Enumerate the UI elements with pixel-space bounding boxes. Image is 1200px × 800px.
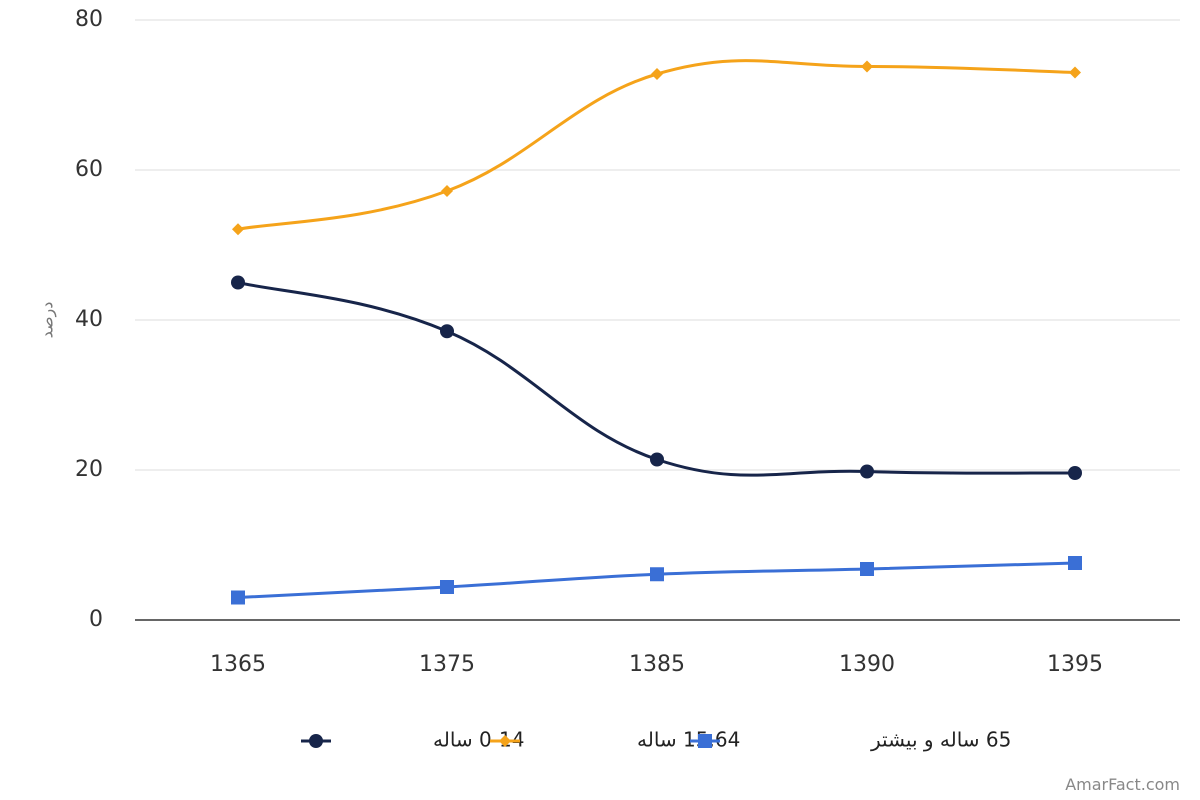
legend-marker [309,734,323,748]
legend-item: 15.64 ساله [490,728,740,752]
x-tick-label: 1390 [839,652,895,677]
data-point [1068,466,1082,480]
data-point [650,567,664,582]
data-point [232,223,244,236]
watermark: AmarFact.com [1065,775,1180,794]
data-point [231,275,245,290]
y-axis-title: درصد [38,302,58,339]
y-tick-labels: 0 20 40 60 80 [75,7,103,632]
x-tick-labels: 1365 1375 1385 1390 1395 [210,652,1103,677]
x-tick-label: 1385 [629,652,685,677]
x-tick-label: 1375 [419,652,475,677]
data-point [1069,66,1081,79]
series-line [237,59,1076,231]
legend-marker [499,735,511,747]
series-circle [231,275,1082,480]
data-point [440,324,454,339]
x-tick-label: 1395 [1047,652,1103,677]
series-diamond [232,59,1081,236]
data-point [651,68,663,80]
data-point [1068,556,1082,570]
y-tick-label: 40 [75,307,103,332]
data-point [441,185,453,197]
data-point [860,464,874,479]
series-line [237,281,1076,477]
data-point [861,60,873,73]
grid-layer [135,19,1180,621]
data-point [860,562,874,576]
y-tick-label: 60 [75,157,103,182]
data-point [231,590,245,605]
data-point [440,580,454,594]
data-point [650,452,664,467]
legend-item: 65 ساله و بیشتر [690,728,1011,752]
x-tick-label: 1365 [210,652,266,677]
y-tick-label: 80 [75,7,103,32]
y-tick-label: 0 [89,607,103,632]
legend-marker [698,734,712,748]
legend-label: 65 ساله و بیشتر [870,728,1011,752]
series-layer [231,59,1082,605]
y-tick-label: 20 [75,457,103,482]
legend-label: 15.64 ساله [637,728,740,752]
series-square [231,556,1082,605]
